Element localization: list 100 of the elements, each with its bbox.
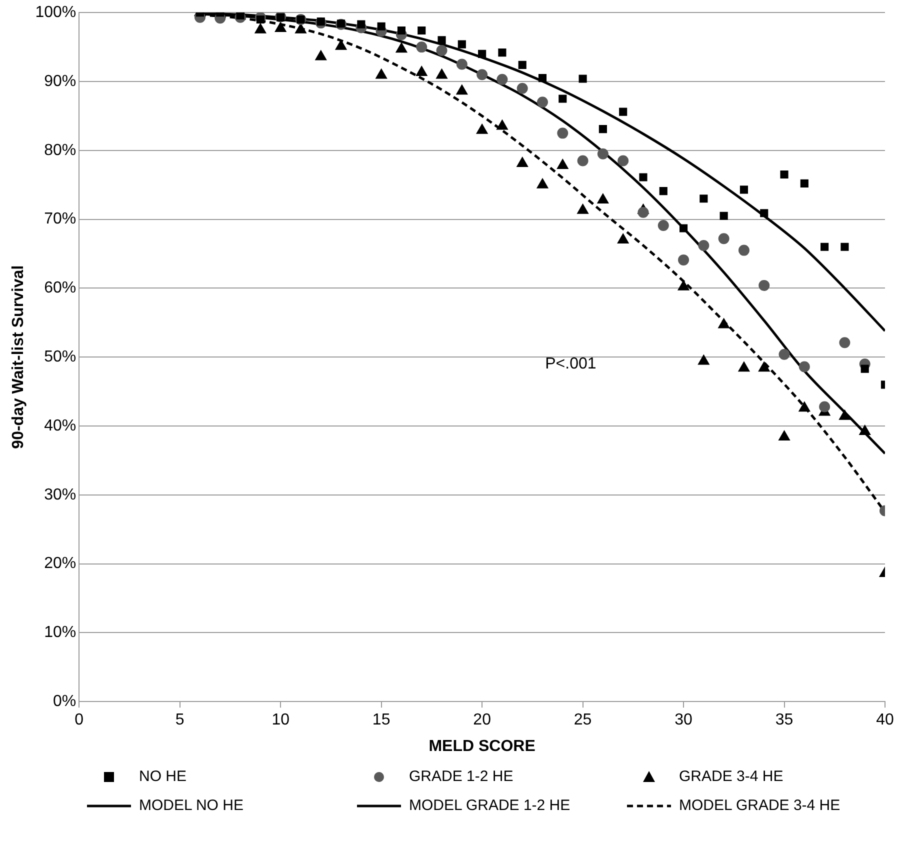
point xyxy=(416,42,428,53)
point xyxy=(295,23,306,34)
y-tick-label: 20% xyxy=(44,555,76,572)
point xyxy=(839,410,850,420)
point xyxy=(740,186,748,194)
point xyxy=(496,120,508,130)
point xyxy=(578,74,587,83)
point xyxy=(820,242,829,251)
y-tick-label: 80% xyxy=(44,142,76,159)
y-tick-label: 50% xyxy=(44,348,76,366)
legend-label: GRADE 3-4 HE xyxy=(679,768,784,785)
x-tick-label: 30 xyxy=(674,712,693,729)
point xyxy=(397,26,406,35)
y-tick-label: 40% xyxy=(44,417,76,434)
point xyxy=(436,44,448,56)
point xyxy=(839,337,850,348)
point xyxy=(778,430,790,441)
point xyxy=(859,425,871,436)
point xyxy=(860,364,869,373)
point xyxy=(438,36,446,44)
point xyxy=(516,156,528,167)
point xyxy=(698,354,710,365)
point xyxy=(274,22,286,32)
legend-label: MODEL GRADE 3-4 HE xyxy=(679,797,840,814)
point xyxy=(758,362,770,372)
x-tick-label: 25 xyxy=(574,712,592,729)
point xyxy=(700,194,708,203)
point xyxy=(376,68,388,79)
x-tick-label: 35 xyxy=(775,712,794,729)
point xyxy=(538,74,547,82)
point xyxy=(458,40,466,48)
point xyxy=(556,159,568,170)
point xyxy=(617,233,629,244)
legend-label: MODEL NO HE xyxy=(139,797,244,814)
point xyxy=(456,84,468,95)
point xyxy=(618,155,629,166)
point xyxy=(678,254,690,266)
point xyxy=(738,362,750,372)
point xyxy=(598,125,607,134)
point xyxy=(456,58,468,70)
x-tick-label: 5 xyxy=(175,712,184,729)
point xyxy=(658,220,669,231)
point xyxy=(418,26,426,35)
point xyxy=(798,361,810,372)
point xyxy=(597,194,609,204)
point xyxy=(597,148,608,160)
point xyxy=(720,212,728,220)
point xyxy=(496,74,508,85)
y-tick-label: 90% xyxy=(44,72,76,90)
x-tick-label: 40 xyxy=(876,712,894,729)
legend-label: MODEL GRADE 1-2 HE xyxy=(409,797,570,814)
point xyxy=(478,50,486,58)
x-tick-label: 15 xyxy=(372,712,390,729)
point xyxy=(558,94,567,103)
point xyxy=(738,244,750,256)
point xyxy=(718,233,730,244)
point xyxy=(577,204,588,214)
point xyxy=(840,242,849,251)
y-tick-label: 10% xyxy=(44,624,76,642)
point xyxy=(819,401,830,412)
point xyxy=(377,22,386,30)
point xyxy=(537,96,548,108)
point xyxy=(619,108,628,116)
y-tick-label: 60% xyxy=(44,280,76,297)
x-tick-label: 0 xyxy=(74,712,84,729)
point xyxy=(476,69,488,80)
point xyxy=(516,82,528,94)
point xyxy=(800,179,808,188)
point xyxy=(518,60,526,69)
point xyxy=(659,187,668,196)
point xyxy=(758,280,770,291)
legend-label: GRADE 1-2 HE xyxy=(409,768,514,785)
legend-label: NO HE xyxy=(139,768,187,785)
point xyxy=(357,20,366,28)
point xyxy=(718,318,730,328)
annotation: P<.001 xyxy=(545,355,596,372)
point xyxy=(315,50,327,60)
point xyxy=(678,280,690,290)
point xyxy=(638,206,649,218)
point xyxy=(577,155,588,166)
y-tick-label: 30% xyxy=(44,486,76,504)
point xyxy=(778,348,790,360)
point xyxy=(436,68,448,79)
point xyxy=(396,42,408,53)
x-tick-label: 10 xyxy=(272,712,290,729)
y-tick-label: 100% xyxy=(35,4,76,22)
point xyxy=(679,224,688,232)
point xyxy=(698,240,710,251)
point xyxy=(256,15,264,24)
point xyxy=(335,40,347,50)
y-tick-label: 0% xyxy=(52,693,76,710)
y-axis-title: 90-day Wait-list Survival xyxy=(10,265,28,449)
point xyxy=(639,173,648,182)
point xyxy=(476,124,488,134)
point xyxy=(780,170,788,179)
x-axis-title: MELD SCORE xyxy=(428,738,536,755)
point xyxy=(760,209,768,218)
x-tick-label: 20 xyxy=(473,712,492,729)
y-tick-label: 70% xyxy=(44,210,76,228)
point xyxy=(316,18,325,26)
